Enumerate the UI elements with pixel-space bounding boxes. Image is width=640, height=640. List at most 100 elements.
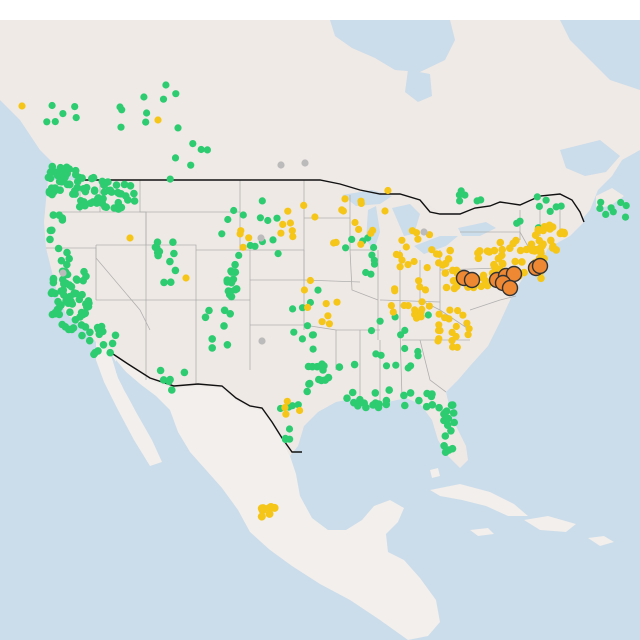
yellow-marker[interactable] [442,283,451,292]
green-marker[interactable] [226,310,234,318]
yellow-marker[interactable] [498,245,507,254]
yellow-marker[interactable] [512,236,520,245]
green-marker[interactable] [171,154,180,162]
green-marker[interactable] [162,81,170,89]
green-marker[interactable] [535,202,544,210]
green-marker[interactable] [57,256,66,265]
green-marker[interactable] [118,106,126,114]
green-marker[interactable] [49,211,58,219]
green-marker[interactable] [441,408,450,417]
green-marker[interactable] [59,286,68,294]
green-marker[interactable] [227,267,235,275]
green-marker[interactable] [59,275,67,284]
yellow-marker[interactable] [318,318,326,326]
green-marker[interactable] [343,394,351,403]
yellow-marker[interactable] [288,227,296,235]
orange-marker[interactable] [501,279,519,297]
green-marker[interactable] [197,145,205,154]
green-marker[interactable] [303,322,312,330]
yellow-marker[interactable] [459,311,467,319]
green-marker[interactable] [622,202,630,210]
green-marker[interactable] [375,400,383,408]
green-marker[interactable] [597,198,605,206]
green-marker[interactable] [142,118,150,126]
green-marker[interactable] [220,322,228,330]
green-marker[interactable] [72,114,80,122]
green-marker[interactable] [154,251,162,260]
green-marker[interactable] [224,215,232,224]
green-marker[interactable] [108,339,117,348]
yellow-marker[interactable] [547,236,555,245]
green-marker[interactable] [65,254,73,263]
yellow-marker[interactable] [537,274,545,283]
yellow-marker[interactable] [446,306,454,314]
green-marker[interactable] [65,180,74,188]
green-marker[interactable] [223,276,231,284]
yellow-marker[interactable] [257,512,266,521]
green-marker[interactable] [533,193,541,201]
green-marker[interactable] [350,398,358,407]
green-marker[interactable] [49,274,58,283]
green-marker[interactable] [95,324,104,332]
yellow-marker[interactable] [548,223,557,231]
green-marker[interactable] [61,323,70,331]
grey-marker[interactable] [257,234,265,242]
yellow-marker[interactable] [286,219,294,227]
yellow-marker[interactable] [499,260,507,268]
yellow-marker[interactable] [435,250,443,258]
green-marker[interactable] [71,103,79,111]
green-marker[interactable] [48,101,56,110]
yellow-marker[interactable] [410,257,418,266]
yellow-marker[interactable] [476,247,484,255]
green-marker[interactable] [382,400,391,409]
green-marker[interactable] [602,210,610,218]
green-marker[interactable] [81,323,90,331]
green-marker[interactable] [235,251,243,259]
green-marker[interactable] [70,289,79,297]
green-marker[interactable] [303,387,312,396]
green-marker[interactable] [449,409,458,417]
yellow-marker[interactable] [284,207,292,215]
yellow-marker[interactable] [338,206,346,214]
green-marker[interactable] [401,401,409,410]
yellow-marker[interactable] [304,303,312,311]
green-marker[interactable] [104,186,113,195]
green-marker[interactable] [143,109,151,117]
yellow-marker[interactable] [446,246,455,255]
green-marker[interactable] [319,366,327,374]
green-marker[interactable] [444,414,453,423]
green-marker[interactable] [59,110,67,118]
yellow-marker[interactable] [534,226,543,235]
green-marker[interactable] [46,226,55,235]
yellow-marker[interactable] [540,223,549,231]
green-marker[interactable] [274,250,282,258]
green-marker[interactable] [348,235,356,243]
green-marker[interactable] [455,191,463,199]
yellow-marker[interactable] [498,251,506,260]
yellow-marker[interactable] [281,404,289,412]
green-marker[interactable] [298,304,307,312]
green-marker[interactable] [456,197,464,205]
yellow-marker[interactable] [464,331,472,339]
green-marker[interactable] [423,389,431,398]
green-marker[interactable] [63,248,71,257]
yellow-marker[interactable] [415,277,423,285]
green-marker[interactable] [51,289,59,298]
yellow-marker[interactable] [435,321,443,329]
green-marker[interactable] [205,306,213,315]
yellow-marker[interactable] [392,250,400,258]
green-marker[interactable] [321,376,330,384]
green-marker[interactable] [174,124,182,132]
green-marker[interactable] [350,360,359,369]
yellow-marker[interactable] [355,225,363,233]
green-marker[interactable] [304,362,313,371]
green-marker[interactable] [273,214,281,222]
green-marker[interactable] [167,278,175,287]
green-marker[interactable] [73,184,81,192]
green-marker[interactable] [58,214,67,222]
green-marker[interactable] [256,214,264,222]
yellow-marker[interactable] [300,201,308,209]
yellow-marker[interactable] [511,257,519,266]
green-marker[interactable] [67,282,76,291]
